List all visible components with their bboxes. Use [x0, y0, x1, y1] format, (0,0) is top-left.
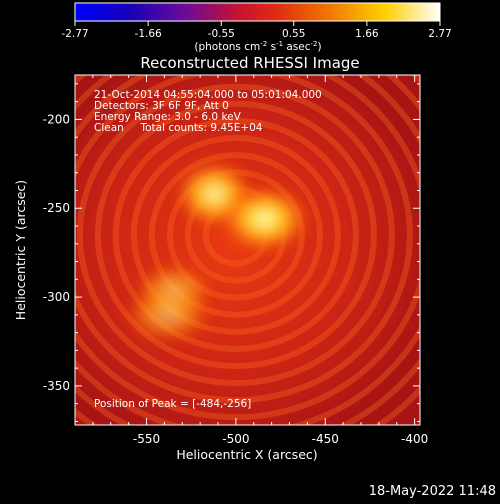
annotation-line-4: Clean Total counts: 9.45E+04 — [94, 122, 263, 134]
x-axis-label: Heliocentric X (arcsec) — [176, 447, 317, 462]
ripple-ring — [148, 152, 323, 318]
annotation-line-3: Energy Range: 3.0 - 6.0 keV — [94, 111, 242, 123]
ripple-ring — [76, 83, 395, 387]
ripple-ring — [112, 117, 359, 352]
x-tick-label: -400 — [401, 432, 428, 446]
ripple-ring — [94, 100, 377, 369]
y-tick-label: -300 — [43, 290, 70, 304]
y-tick-label: -250 — [43, 201, 70, 215]
plot-frame — [74, 74, 421, 426]
plot-title: Reconstructed RHESSI Image — [140, 54, 359, 72]
y-tick-label: -350 — [43, 379, 70, 393]
x-axis: -550 -500 -450 -400 — [92, 75, 428, 446]
x-tick-label: -500 — [222, 432, 249, 446]
colorbar-tick-label: 0.55 — [282, 28, 305, 40]
annotations: 21-Oct-2014 04:55:04.000 to 05:01:04.000… — [94, 89, 322, 134]
colorbar-ticks: -2.77 -1.66 -0.55 0.55 1.66 2.77 — [61, 21, 452, 40]
y-tick-label: -200 — [43, 112, 70, 126]
y-axis: -200 -250 -300 -350 — [43, 83, 420, 422]
x-tick-label: -550 — [133, 432, 160, 446]
x-tick-label: -450 — [312, 432, 339, 446]
ripple-ring — [130, 134, 341, 335]
heatmap-image — [75, 75, 420, 425]
source-blob — [218, 184, 311, 254]
source-blob — [122, 286, 214, 344]
footer-date: 18-May-2022 11:48 — [369, 484, 496, 499]
annotation-line-2: Detectors: 3F 6F 9F, Att 0 — [94, 100, 229, 112]
colorbar-tick-label: -1.66 — [135, 28, 162, 40]
colorbar-tick-label: -2.77 — [61, 28, 88, 40]
colorbar — [74, 2, 441, 22]
heatmap-sources — [122, 159, 311, 344]
annotation-line-1: 21-Oct-2014 04:55:04.000 to 05:01:04.000 — [94, 89, 322, 101]
colorbar-tick-label: 1.66 — [355, 28, 379, 40]
colorbar-units-label: (photons cm-2 s-1 asec-2) — [194, 40, 321, 53]
ripple-ring — [75, 75, 413, 404]
y-axis-label: Heliocentric Y (arcsec) — [13, 180, 28, 320]
colorbar-tick-label: 2.77 — [428, 28, 451, 40]
colorbar-tick-label: -0.55 — [208, 28, 235, 40]
peak-position-label: Position of Peak = [-484,-256] — [94, 398, 251, 410]
ripple-ring — [75, 75, 420, 421]
